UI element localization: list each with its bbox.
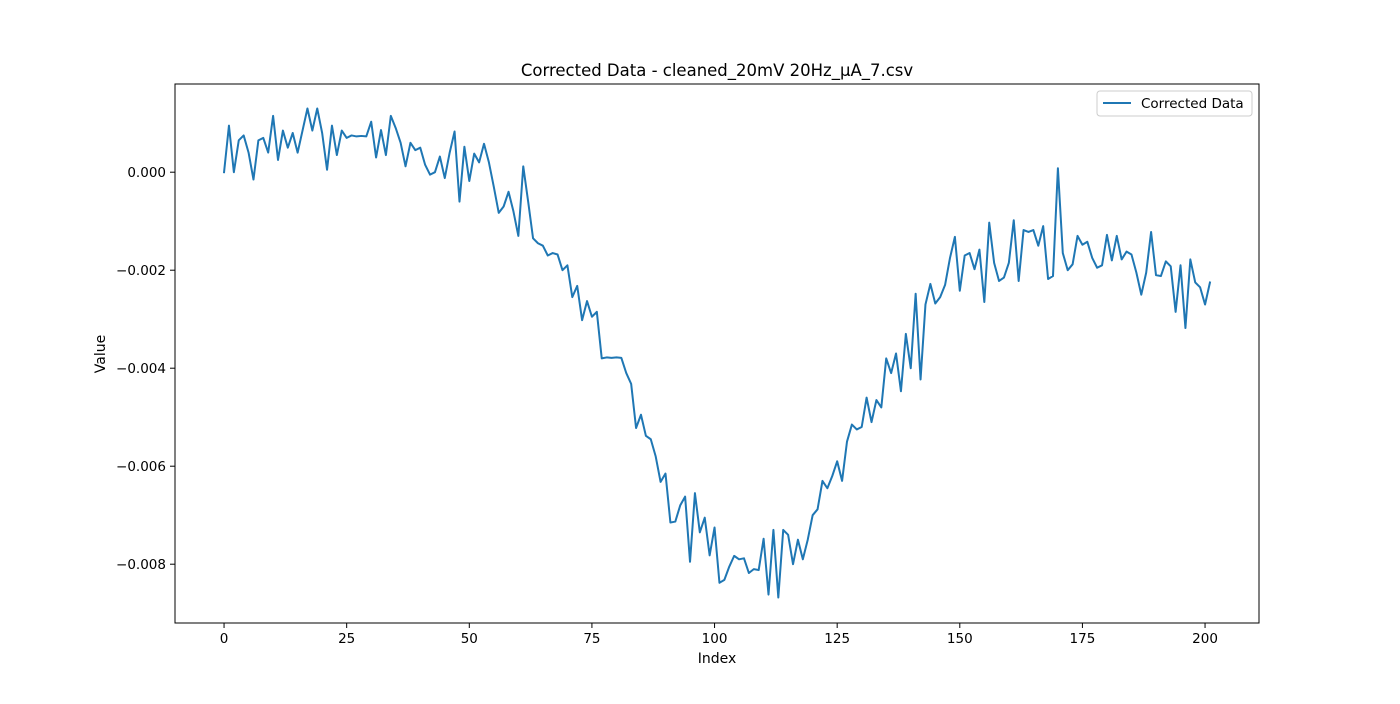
legend-box	[1096, 90, 1253, 117]
legend-label: Corrected Data	[1141, 96, 1244, 112]
series-layer	[222, 107, 1212, 599]
y-axis: 0.000 −0.002 −0.004 −0.006 −0.008	[116, 165, 175, 573]
y-tick-label: −0.002	[116, 263, 166, 279]
y-tick-label: −0.006	[116, 459, 166, 475]
x-tick-label: 100	[702, 631, 728, 647]
x-tick-label: 0	[220, 631, 229, 647]
x-tick-label: 50	[461, 631, 478, 647]
x-tick-label: 75	[583, 631, 600, 647]
chart-title: Corrected Data - cleaned_20mV 20Hz_μA_7.…	[521, 61, 914, 81]
legend: Corrected Data	[1096, 90, 1253, 117]
x-axis: 0 25 50 75 100 125 150 175 200	[220, 623, 1218, 647]
x-tick-label: 150	[947, 631, 973, 647]
y-tick-label: −0.008	[116, 557, 166, 573]
series-line-corrected-data	[222, 107, 1212, 599]
y-axis-label: Value	[93, 335, 109, 373]
x-axis-label: Index	[698, 651, 737, 667]
y-tick-label: −0.004	[116, 361, 166, 377]
x-tick-label: 175	[1070, 631, 1096, 647]
x-tick-label: 125	[824, 631, 850, 647]
y-tick-label: 0.000	[127, 165, 166, 181]
x-tick-label: 200	[1192, 631, 1218, 647]
plot-frame	[174, 83, 1260, 624]
x-tick-label: 25	[338, 631, 355, 647]
